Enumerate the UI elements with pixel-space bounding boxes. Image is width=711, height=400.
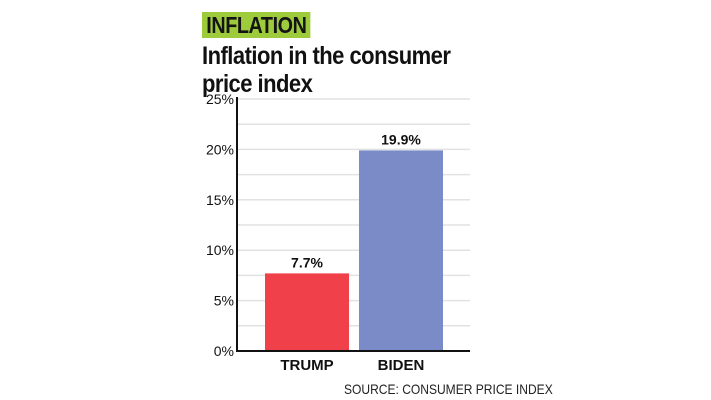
x-axis-labels: TRUMP BIDEN <box>280 357 424 374</box>
bars <box>265 150 443 351</box>
x-tick-label: TRUMP <box>280 357 333 374</box>
y-axis-ticks: 0% 5% 10% 15% 20% 25% <box>206 91 234 359</box>
y-tick-label: 25% <box>206 91 234 107</box>
data-label: 19.9% <box>381 131 421 147</box>
bar-biden <box>359 150 443 351</box>
data-label: 7.7% <box>291 254 323 270</box>
chart-title: Inflation in the consumer price index <box>202 42 451 98</box>
y-tick-label: 5% <box>214 293 234 309</box>
y-tick-label: 0% <box>214 343 234 359</box>
x-tick-label: BIDEN <box>378 357 425 374</box>
section-badge: INFLATION <box>202 12 311 38</box>
y-tick-label: 10% <box>206 242 234 258</box>
y-tick-label: 15% <box>206 192 234 208</box>
bar-trump <box>265 273 349 351</box>
y-tick-label: 20% <box>206 141 234 157</box>
data-labels: 7.7% 19.9% <box>291 131 421 270</box>
source-note: SOURCE: CONSUMER PRICE INDEX <box>344 381 553 397</box>
